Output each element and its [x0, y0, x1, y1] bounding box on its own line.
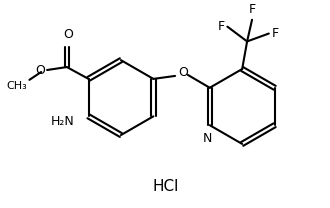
- Text: F: F: [272, 27, 279, 40]
- Text: N: N: [203, 132, 213, 145]
- Text: CH₃: CH₃: [7, 81, 27, 91]
- Text: F: F: [217, 20, 224, 33]
- Text: O: O: [178, 67, 188, 79]
- Text: F: F: [248, 3, 256, 16]
- Text: O: O: [63, 28, 73, 41]
- Text: O: O: [35, 63, 45, 77]
- Text: HCl: HCl: [152, 179, 179, 194]
- Text: H₂N: H₂N: [51, 115, 75, 128]
